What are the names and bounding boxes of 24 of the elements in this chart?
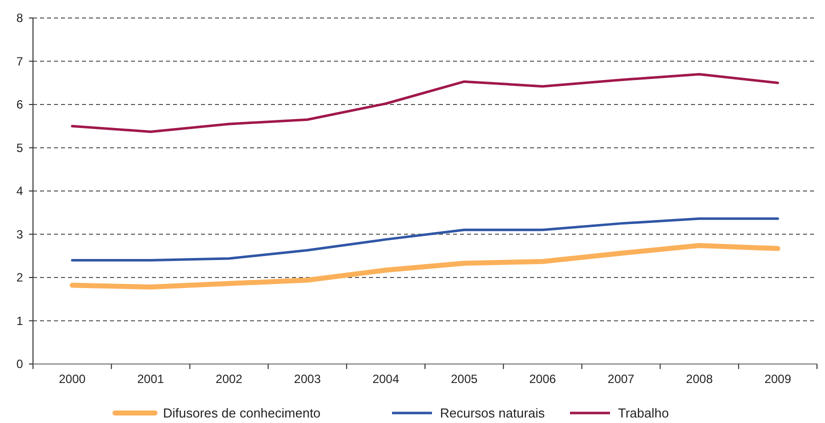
x-tick-label: 2004 <box>372 372 400 386</box>
x-tick-label: 2000 <box>58 372 86 386</box>
y-tick-label: 0 <box>16 357 24 372</box>
x-tick-label: 2008 <box>686 372 714 386</box>
legend-label: Recursos naturais <box>440 406 546 421</box>
x-tick-label: 2009 <box>764 372 792 386</box>
x-tick-label: 2001 <box>137 372 164 386</box>
line-series <box>70 72 780 133</box>
line-series <box>70 217 780 262</box>
y-tick-label: 7 <box>16 54 24 68</box>
x-tick-label: 2005 <box>450 372 478 386</box>
x-tick-label: 2007 <box>608 372 635 386</box>
y-tick-label: 5 <box>16 140 24 155</box>
y-tick-label: 4 <box>16 184 24 198</box>
y-tick-label: 1 <box>16 314 24 328</box>
y-tick-label: 3 <box>16 227 24 242</box>
y-tick-label: 6 <box>16 98 24 112</box>
x-tick-label: 2006 <box>529 372 556 386</box>
y-tick-label: 8 <box>16 11 24 26</box>
x-tick-label: 2002 <box>216 372 243 386</box>
x-tick-label: 2003 <box>294 372 322 386</box>
legend-label: Trabalho <box>618 406 669 421</box>
legend-label: Difusores de conhecimento <box>163 406 321 421</box>
y-tick-label: 2 <box>16 270 24 285</box>
